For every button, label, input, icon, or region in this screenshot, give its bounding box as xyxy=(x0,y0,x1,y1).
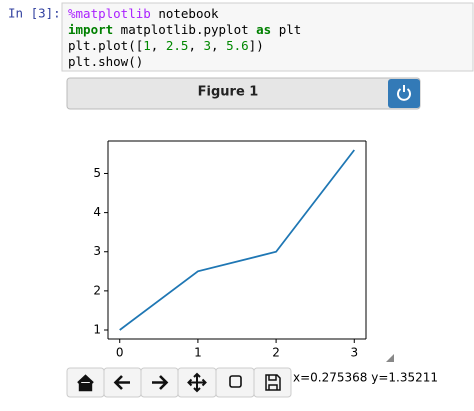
resize-handle[interactable] xyxy=(386,354,394,362)
prompt: In [3]: xyxy=(8,6,61,21)
close-button[interactable] xyxy=(388,79,420,108)
code-token: ]) xyxy=(249,38,264,53)
code-token: notebook xyxy=(151,6,219,21)
code-token: 5.6 xyxy=(226,38,249,53)
back-icon xyxy=(113,375,130,390)
x-tick-label: 0 xyxy=(116,346,124,360)
y-tick-label: 5 xyxy=(93,166,101,180)
code-line: import matplotlib.pyplot as plt xyxy=(68,22,301,37)
toolbar xyxy=(66,367,292,398)
code-token: , xyxy=(211,38,226,53)
code-token: 1 xyxy=(143,38,151,53)
save-icon xyxy=(265,374,281,391)
home-icon xyxy=(77,374,94,392)
code-area[interactable] xyxy=(61,2,474,72)
code-token: 2.5 xyxy=(166,38,189,53)
y-tick-label: 1 xyxy=(93,323,101,337)
status-text: x=0.275368 y=1.35211 xyxy=(293,371,438,385)
code-line: plt.show() xyxy=(68,54,143,69)
x-tick-label: 1 xyxy=(194,346,202,360)
y-tick-label: 2 xyxy=(93,283,101,297)
code-line: %matplotlib notebook xyxy=(68,6,219,21)
x-tick-label: 2 xyxy=(272,346,280,360)
forward-icon xyxy=(152,375,169,390)
code-token: plt.show() xyxy=(68,54,143,69)
code-token: plt.plot([ xyxy=(68,38,143,53)
figure-title: Figure 1 xyxy=(198,85,259,100)
code-token: , xyxy=(151,38,166,53)
code-token: , xyxy=(188,38,203,53)
line xyxy=(119,149,355,331)
code-token: as xyxy=(256,22,271,37)
code-line: plt.plot([1, 2.5, 3, 5.6]) xyxy=(68,38,264,53)
y-tick-label: 3 xyxy=(93,244,101,258)
code-token: matplotlib.pyplot xyxy=(113,22,256,37)
pan-icon xyxy=(187,372,207,393)
home-button[interactable] xyxy=(66,367,105,398)
code-token: plt xyxy=(271,22,301,37)
save-button[interactable] xyxy=(253,367,292,398)
code-token: import xyxy=(68,22,113,37)
x-tick-label: 3 xyxy=(350,346,358,360)
zoom-icon xyxy=(229,375,242,388)
zoom-button[interactable] xyxy=(215,367,255,398)
power-icon xyxy=(397,85,411,101)
y-tick-label: 4 xyxy=(93,205,101,219)
code-token: %matplotlib xyxy=(68,6,151,21)
code-token: 3 xyxy=(204,38,212,53)
